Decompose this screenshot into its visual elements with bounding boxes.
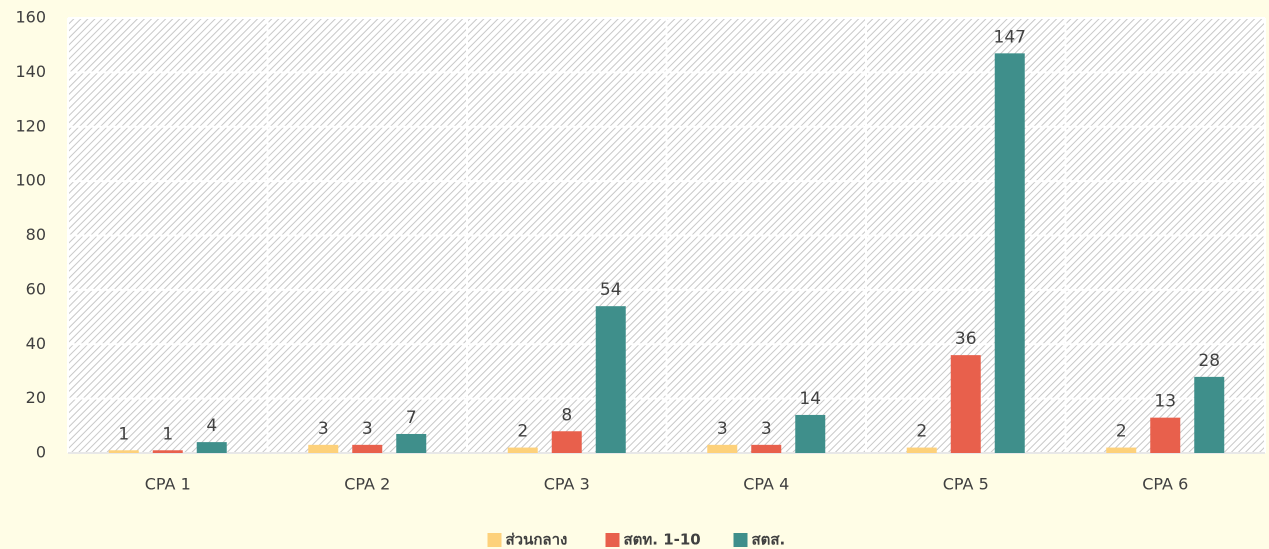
y-tick-label: 20 <box>26 388 46 407</box>
data-label: 54 <box>600 280 622 300</box>
x-tick-label: CPA 4 <box>743 475 789 494</box>
x-tick-label: CPA 5 <box>943 475 989 494</box>
bar <box>751 444 782 453</box>
data-label: 2 <box>517 422 528 442</box>
y-tick-label: 100 <box>15 171 46 190</box>
data-label: 2 <box>916 422 927 442</box>
y-tick-label: 60 <box>26 279 46 298</box>
bar <box>906 447 937 453</box>
bar <box>196 442 227 453</box>
data-label: 36 <box>955 329 977 349</box>
legend-swatch <box>733 533 748 547</box>
data-label: 14 <box>799 389 821 409</box>
bar <box>507 447 538 453</box>
bar <box>1194 376 1225 453</box>
legend-label: สตส. <box>752 531 786 549</box>
bar <box>1106 447 1137 453</box>
legend-swatch <box>605 533 620 547</box>
data-label: 2 <box>1116 422 1127 442</box>
data-label: 4 <box>206 416 217 436</box>
y-tick-label: 40 <box>26 334 46 353</box>
bar <box>1150 417 1181 453</box>
x-tick-label: CPA 1 <box>145 475 191 494</box>
bar <box>152 450 183 453</box>
y-tick-label: 120 <box>15 116 46 135</box>
bar <box>595 306 626 453</box>
legend-label: สตท. 1-10 <box>624 531 701 549</box>
x-tick-label: CPA 3 <box>544 475 590 494</box>
data-label: 3 <box>761 419 772 439</box>
bar <box>950 355 981 453</box>
x-tick-label: CPA 2 <box>344 475 390 494</box>
data-label: 147 <box>994 27 1026 47</box>
legend-label: ส่วนกลาง <box>506 531 568 549</box>
data-label: 28 <box>1198 351 1220 371</box>
data-label: 13 <box>1154 392 1176 412</box>
data-label: 3 <box>362 419 373 439</box>
y-tick-label: 0 <box>36 443 46 462</box>
data-label: 1 <box>118 424 129 444</box>
data-label: 8 <box>561 405 572 425</box>
bar <box>994 53 1025 453</box>
data-label: 1 <box>162 424 173 444</box>
data-label: 7 <box>406 408 417 428</box>
bar <box>551 431 582 453</box>
bar <box>352 444 383 453</box>
bar <box>707 444 738 453</box>
data-label: 3 <box>318 419 329 439</box>
bar <box>396 433 427 453</box>
legend-swatch <box>487 533 502 547</box>
y-tick-label: 140 <box>15 62 46 81</box>
bar <box>795 414 826 453</box>
data-label: 3 <box>717 419 728 439</box>
bar <box>108 450 139 453</box>
x-tick-label: CPA 6 <box>1142 475 1188 494</box>
y-tick-label: 160 <box>15 8 46 27</box>
bar <box>308 444 339 453</box>
y-tick-label: 80 <box>26 225 46 244</box>
